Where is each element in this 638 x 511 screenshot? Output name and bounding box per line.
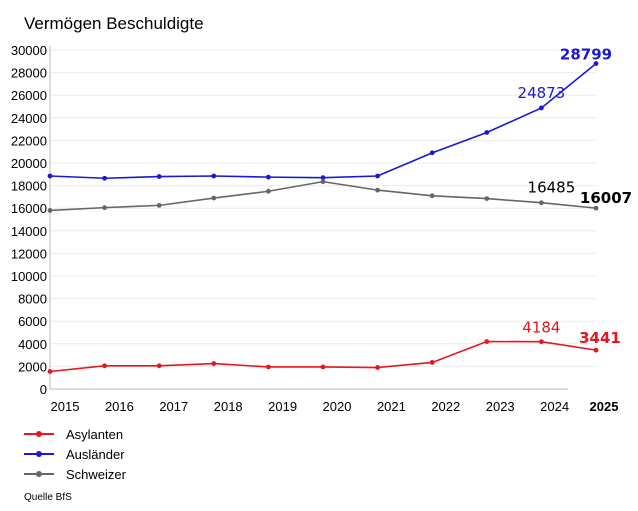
data-point bbox=[211, 195, 217, 201]
data-point bbox=[375, 365, 380, 370]
y-tick-label: 22000 bbox=[11, 133, 47, 148]
data-point bbox=[156, 202, 162, 208]
axes: 0 2000 4000 6000 8000 10000 12000 14000 16000 180… bbox=[11, 43, 619, 414]
data-point bbox=[484, 196, 490, 201]
data-label: 24873 bbox=[518, 84, 566, 102]
data-point bbox=[539, 339, 544, 345]
y-tick-label: 0 bbox=[40, 382, 47, 397]
data-point bbox=[539, 200, 544, 206]
legend-swatch bbox=[24, 467, 54, 481]
y-tick-label: 16000 bbox=[11, 201, 47, 216]
legend: Asylanten Ausländer Schweizer bbox=[24, 424, 126, 484]
data-point bbox=[102, 175, 107, 181]
data-point bbox=[156, 174, 162, 179]
data-point bbox=[156, 363, 162, 369]
data-point bbox=[47, 208, 53, 213]
y-tick-label: 14000 bbox=[11, 224, 47, 239]
y-tick-label: 30000 bbox=[11, 43, 47, 58]
x-tick-label: 2019 bbox=[268, 399, 297, 414]
y-tick-label: 28000 bbox=[11, 66, 47, 81]
y-tick-label: 18000 bbox=[11, 179, 47, 194]
data-point bbox=[102, 363, 107, 369]
legend-label: Schweizer bbox=[66, 466, 126, 482]
data-point bbox=[539, 105, 544, 111]
data-label: 16007 bbox=[580, 189, 632, 207]
legend-swatch bbox=[24, 447, 54, 461]
data-point bbox=[593, 61, 599, 66]
data-point bbox=[47, 173, 53, 179]
x-tick-label: 2023 bbox=[486, 399, 515, 414]
data-label: 16485 bbox=[528, 179, 576, 197]
data-point bbox=[375, 187, 380, 193]
x-tick-label: 2025 bbox=[590, 399, 619, 414]
data-label: 28799 bbox=[560, 46, 612, 64]
data-point bbox=[593, 205, 599, 211]
legend-swatch bbox=[24, 427, 54, 441]
chart-title: Vermögen Beschuldigte bbox=[24, 14, 204, 33]
y-tick-label: 2000 bbox=[18, 359, 47, 374]
x-tick-label: 2017 bbox=[159, 399, 188, 414]
data-point bbox=[375, 173, 380, 179]
y-tick-label: 6000 bbox=[18, 314, 47, 329]
data-point bbox=[266, 188, 271, 194]
series-line-ausländer bbox=[49, 62, 597, 180]
legend-label: Asylanten bbox=[66, 426, 124, 442]
x-tick-label: 2020 bbox=[323, 399, 352, 414]
legend-label: Ausländer bbox=[66, 446, 125, 462]
source-note: Quelle BfS bbox=[24, 492, 72, 503]
x-tick-label: 2024 bbox=[540, 399, 569, 414]
data-point bbox=[102, 205, 107, 211]
data-point bbox=[484, 339, 490, 344]
line-chart: 0 2000 4000 6000 8000 10000 12000 14000 16000 180… bbox=[11, 43, 633, 414]
y-tick-label: 26000 bbox=[11, 88, 47, 103]
data-point bbox=[320, 364, 326, 370]
data-point bbox=[211, 361, 217, 366]
data-point bbox=[320, 179, 326, 185]
x-tick-label: 2016 bbox=[105, 399, 134, 414]
data-point bbox=[320, 175, 326, 181]
x-tick-label: 2015 bbox=[51, 399, 80, 414]
data-point bbox=[593, 347, 599, 353]
data-point bbox=[266, 174, 271, 180]
legend-item: Ausländer bbox=[24, 444, 126, 464]
data-point bbox=[429, 150, 435, 156]
y-tick-label: 20000 bbox=[11, 156, 47, 171]
data-label: 4184 bbox=[522, 319, 560, 337]
y-tick-label: 8000 bbox=[18, 292, 47, 307]
data-point bbox=[429, 360, 435, 365]
data-point bbox=[484, 130, 490, 135]
legend-item: Schweizer bbox=[24, 464, 126, 484]
data-point bbox=[211, 173, 217, 179]
data-point bbox=[429, 193, 435, 199]
y-tick-label: 10000 bbox=[11, 269, 47, 284]
legend-item: Asylanten bbox=[24, 424, 126, 444]
y-tick-label: 24000 bbox=[11, 111, 47, 126]
y-tick-label: 4000 bbox=[18, 337, 47, 352]
gridlines bbox=[50, 49, 596, 367]
data-label: 3441 bbox=[579, 329, 621, 347]
x-tick-label: 2018 bbox=[214, 399, 243, 414]
data-point bbox=[266, 364, 271, 370]
x-tick-label: 2021 bbox=[377, 399, 406, 414]
series-lines bbox=[47, 61, 599, 374]
x-tick-label: 2022 bbox=[431, 399, 460, 414]
y-tick-label: 12000 bbox=[11, 246, 47, 261]
data-point bbox=[47, 369, 53, 374]
